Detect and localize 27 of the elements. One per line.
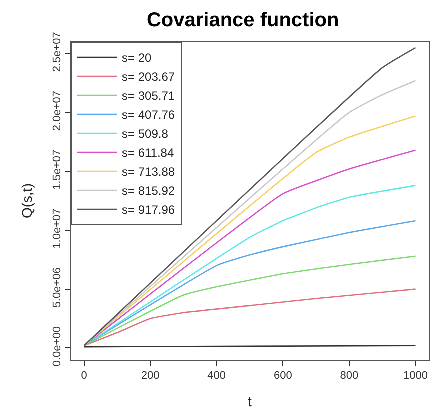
legend-label: s= 917.96: [122, 203, 176, 218]
x-tick-label: 600: [274, 370, 292, 382]
legend-label: s= 305.71: [122, 89, 176, 104]
line-series: [84, 185, 416, 347]
x-axis-title: t: [248, 394, 252, 410]
line-series: [84, 256, 416, 347]
y-tick-label: 0.0e+00: [52, 326, 64, 367]
legend-label: s= 713.88: [122, 165, 176, 180]
chart-title: Covariance function: [146, 10, 340, 32]
y-tick-label: 5.0e+06: [52, 268, 64, 308]
legend-label: s= 509.8: [122, 127, 169, 142]
legend-label: s= 203.67: [122, 70, 176, 84]
y-tick-label: 2.5e+07: [52, 32, 64, 72]
x-tick-label: 800: [340, 370, 359, 382]
x-tick-label: 1000: [404, 370, 428, 382]
x-tick-label: 200: [141, 370, 160, 382]
legend-label: s= 815.92: [122, 184, 176, 198]
x-tick-label: 0: [81, 370, 88, 382]
legend-label: s= 407.76: [122, 108, 176, 122]
y-axis-title: Q(s,t): [19, 184, 36, 218]
legend-label: s= 20: [122, 51, 152, 66]
y-tick-label: 1.0e+07: [52, 208, 64, 249]
x-tick-label: 400: [208, 370, 226, 382]
line-series: [84, 288, 416, 347]
y-tick-label: 2.0e+07: [52, 90, 64, 132]
y-tick-label: 1.5e+07: [52, 150, 64, 190]
legend-label: s= 611.84: [122, 146, 174, 160]
